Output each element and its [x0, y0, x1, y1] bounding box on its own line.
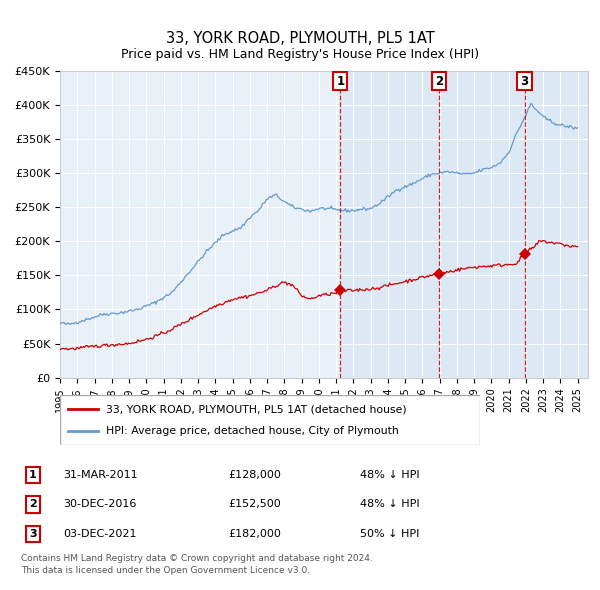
- Text: HPI: Average price, detached house, City of Plymouth: HPI: Average price, detached house, City…: [106, 427, 399, 437]
- Text: 03-DEC-2021: 03-DEC-2021: [63, 529, 137, 539]
- Text: 48% ↓ HPI: 48% ↓ HPI: [360, 500, 419, 509]
- Text: 2: 2: [29, 500, 37, 509]
- Text: 31-MAR-2011: 31-MAR-2011: [63, 470, 137, 480]
- Text: 2: 2: [435, 74, 443, 87]
- Text: 50% ↓ HPI: 50% ↓ HPI: [360, 529, 419, 539]
- Text: Price paid vs. HM Land Registry's House Price Index (HPI): Price paid vs. HM Land Registry's House …: [121, 48, 479, 61]
- Text: £128,000: £128,000: [228, 470, 281, 480]
- Bar: [340, 71, 588, 378]
- Text: £152,500: £152,500: [228, 500, 281, 509]
- Text: 1: 1: [29, 470, 37, 480]
- Text: 3: 3: [520, 74, 529, 87]
- Text: Contains HM Land Registry data © Crown copyright and database right 2024.
This d: Contains HM Land Registry data © Crown c…: [21, 555, 373, 575]
- FancyBboxPatch shape: [60, 395, 480, 445]
- Text: 33, YORK ROAD, PLYMOUTH, PL5 1AT: 33, YORK ROAD, PLYMOUTH, PL5 1AT: [166, 31, 434, 46]
- Text: 48% ↓ HPI: 48% ↓ HPI: [360, 470, 419, 480]
- Text: £182,000: £182,000: [228, 529, 281, 539]
- Text: 33, YORK ROAD, PLYMOUTH, PL5 1AT (detached house): 33, YORK ROAD, PLYMOUTH, PL5 1AT (detach…: [106, 404, 407, 414]
- Text: 3: 3: [29, 529, 37, 539]
- Text: 1: 1: [337, 74, 344, 87]
- Text: 30-DEC-2016: 30-DEC-2016: [63, 500, 136, 509]
